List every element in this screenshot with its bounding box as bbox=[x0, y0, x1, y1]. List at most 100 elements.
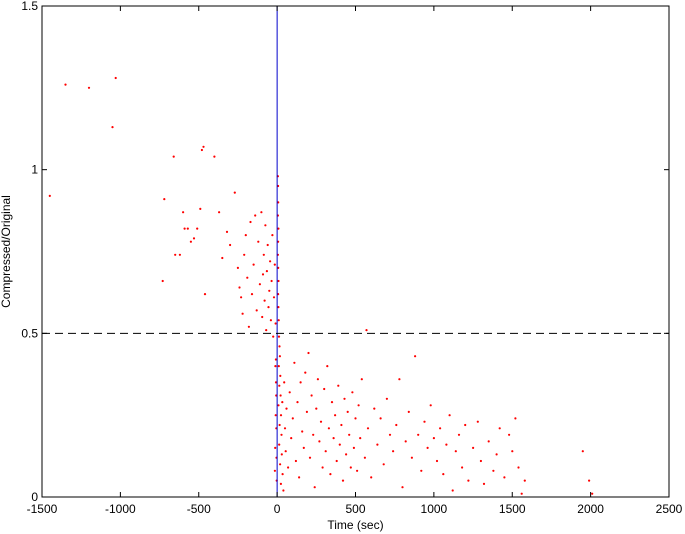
data-point bbox=[334, 414, 337, 417]
data-point bbox=[305, 410, 308, 413]
y-tick-label: 0 bbox=[31, 490, 38, 504]
data-point bbox=[454, 450, 457, 453]
data-point bbox=[244, 234, 247, 237]
data-point bbox=[283, 427, 287, 430]
data-point bbox=[265, 270, 268, 273]
data-point bbox=[315, 407, 318, 410]
data-point bbox=[218, 211, 221, 214]
data-point bbox=[511, 450, 514, 453]
data-point bbox=[332, 437, 335, 440]
data-point bbox=[246, 276, 249, 279]
data-point bbox=[161, 279, 164, 283]
data-point bbox=[272, 296, 276, 299]
data-point bbox=[392, 450, 395, 453]
data-point bbox=[240, 296, 243, 299]
data-point bbox=[495, 453, 498, 456]
data-point bbox=[388, 433, 392, 436]
data-point bbox=[260, 211, 263, 214]
x-tick-label: 2000 bbox=[577, 502, 604, 516]
data-point bbox=[346, 410, 349, 413]
data-point bbox=[517, 466, 520, 469]
data-point bbox=[238, 286, 241, 289]
data-point bbox=[111, 126, 114, 129]
data-point bbox=[307, 351, 310, 355]
data-point bbox=[461, 466, 464, 469]
data-point bbox=[321, 466, 324, 469]
data-point bbox=[591, 492, 594, 495]
data-point bbox=[241, 312, 244, 315]
data-point bbox=[360, 378, 363, 381]
data-point bbox=[273, 263, 276, 266]
data-point bbox=[445, 443, 448, 446]
data-point bbox=[274, 358, 277, 361]
data-point bbox=[395, 423, 398, 427]
data-point bbox=[407, 410, 410, 413]
data-point bbox=[503, 476, 506, 479]
data-point bbox=[429, 404, 432, 407]
data-point bbox=[200, 148, 203, 152]
data-point bbox=[279, 394, 282, 397]
data-point bbox=[363, 456, 366, 459]
data-point bbox=[267, 306, 270, 309]
data-point bbox=[280, 433, 283, 436]
data-point bbox=[225, 230, 229, 233]
data-point bbox=[255, 309, 258, 312]
data-point bbox=[414, 355, 417, 358]
data-point bbox=[233, 191, 236, 194]
data-point bbox=[448, 414, 451, 417]
data-point bbox=[202, 145, 205, 148]
data-point bbox=[308, 456, 312, 459]
data-point bbox=[283, 381, 286, 384]
data-point bbox=[329, 473, 332, 476]
data-point bbox=[236, 266, 239, 269]
data-point bbox=[301, 430, 304, 433]
data-point bbox=[313, 486, 316, 489]
y-tick-label: 0.5 bbox=[21, 326, 38, 340]
data-point bbox=[335, 459, 338, 463]
data-point bbox=[277, 306, 280, 309]
data-point bbox=[520, 492, 523, 495]
data-point bbox=[514, 417, 517, 420]
data-point bbox=[345, 453, 348, 456]
x-tick-label: 1500 bbox=[499, 502, 526, 516]
data-point bbox=[254, 214, 257, 217]
data-point bbox=[278, 423, 281, 427]
data-point bbox=[278, 443, 281, 446]
data-point bbox=[277, 335, 281, 338]
data-point bbox=[588, 479, 591, 482]
data-point bbox=[312, 433, 315, 436]
data-point bbox=[163, 198, 166, 201]
data-point bbox=[178, 253, 181, 256]
data-point bbox=[262, 253, 265, 256]
data-point bbox=[196, 227, 199, 230]
data-point bbox=[467, 479, 470, 482]
data-point bbox=[479, 459, 482, 463]
x-tick-label: -1500 bbox=[27, 502, 58, 516]
x-tick-label: 500 bbox=[345, 502, 365, 516]
plot-area bbox=[42, 6, 669, 497]
data-point bbox=[87, 86, 91, 89]
data-point bbox=[247, 325, 250, 328]
data-point bbox=[464, 423, 467, 427]
data-point bbox=[261, 315, 264, 319]
data-point bbox=[281, 401, 284, 404]
data-point bbox=[359, 437, 362, 440]
data-point bbox=[285, 407, 288, 410]
data-point bbox=[508, 433, 511, 436]
data-point bbox=[279, 463, 282, 466]
data-point bbox=[426, 446, 429, 449]
data-point bbox=[114, 76, 117, 80]
data-point bbox=[457, 433, 461, 436]
y-tick-label: 1 bbox=[31, 163, 38, 177]
data-point bbox=[348, 433, 351, 436]
data-point bbox=[269, 260, 272, 263]
data-point bbox=[279, 414, 283, 417]
data-point bbox=[451, 489, 454, 492]
data-point bbox=[417, 433, 420, 436]
data-point bbox=[330, 401, 334, 404]
data-point bbox=[523, 479, 526, 482]
x-tick-label: 0 bbox=[274, 502, 281, 516]
data-point bbox=[327, 427, 330, 430]
data-point bbox=[243, 253, 246, 256]
data-point bbox=[351, 391, 354, 394]
